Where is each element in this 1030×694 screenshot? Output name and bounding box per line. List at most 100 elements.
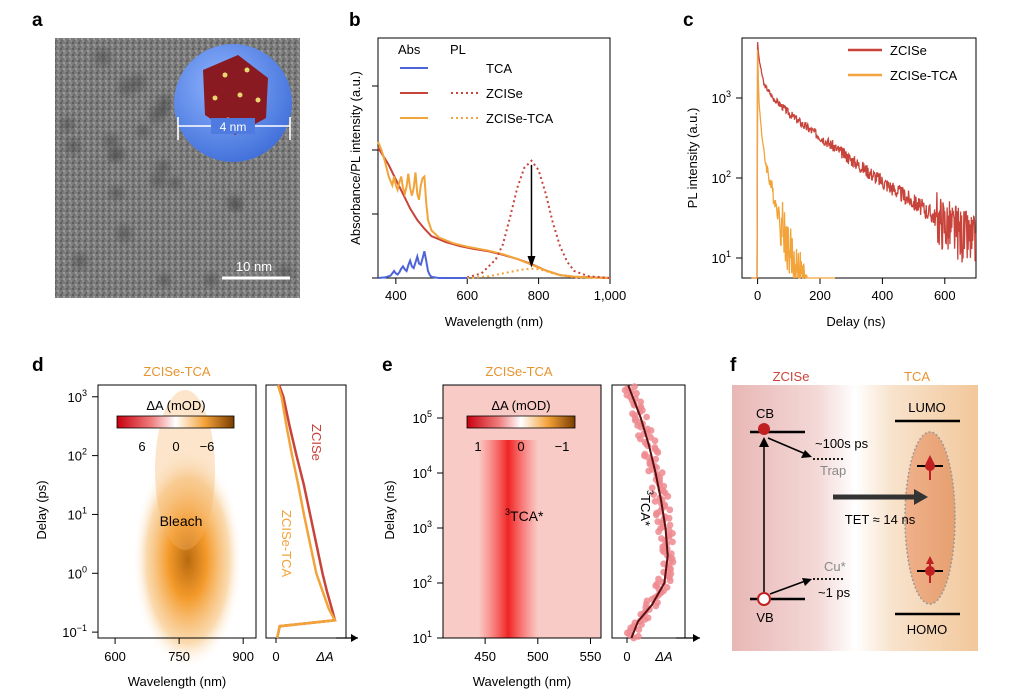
tem-image: 4 nm 10 nm [55,38,300,298]
f-lumo-label: LUMO [908,400,946,415]
c-legend-zcise: ZCISe [890,43,927,58]
ek-point [652,455,660,463]
e-triplet-band [478,440,539,638]
e-ytick-label: 105 [413,409,432,426]
ek-point [654,599,661,606]
d-bleach-label: Bleach [160,513,203,529]
ek-point [650,491,658,498]
b-xtick-label: 800 [528,288,550,303]
c-xlabel: Delay (ns) [826,314,885,329]
d-cbar-tick-0: 6 [138,439,145,454]
ek-point [651,444,659,451]
e-ylabel: Delay (ns) [382,480,397,539]
tem-particle [153,100,173,120]
nanocrystal-model: 4 nm [174,44,292,162]
tem-particle [133,121,153,141]
chart-c: 0 200 400 600 101 102 103 Delay (ns) PL intens… [685,37,977,329]
ek-point [635,432,642,439]
b-xtick-label: 600 [456,288,478,303]
e-annotation: 3TCA* [505,507,544,524]
tem-particle [89,44,116,71]
ek-point [631,383,638,391]
d-bleach-region [132,450,243,670]
ek-point [667,550,675,558]
tem-particle [57,114,78,135]
e-colorbar [466,415,576,429]
triplet-ellipse [904,431,956,605]
e-cbar-tick-2: −1 [555,439,570,454]
b-legend-abs-header: Abs [398,42,421,57]
e-ytick-label: 102 [413,574,432,591]
tem-particle [111,221,137,247]
panel-letter-a: a [32,10,43,31]
tem-particle [61,134,85,159]
ek-point [641,450,649,458]
b-legend-tca: TCA [486,61,512,76]
ek-point [665,526,673,534]
d-ytick-label: 102 [68,447,87,464]
dk-series-1 [275,384,337,639]
ek-point [651,498,659,505]
ek-annotation: 3TCA* [638,490,655,526]
e-cbar-tick-0: 1 [474,439,481,454]
dk-label-zcise: ZCISe [309,424,324,461]
b-xtick-label: 400 [385,288,407,303]
f-cb-label: CB [756,406,774,421]
tem-particle [68,249,92,273]
ek-point [666,506,674,514]
ek-fit-line [627,384,669,639]
f-trap-time: ~100s ps [815,436,869,451]
b-series-3 [466,159,611,279]
ek-point [648,484,656,492]
c-ytick-label: 102 [712,169,731,186]
d-cbar-tick-1: 0 [172,439,179,454]
chart-d: ZCISe-TCA 600 750 900 10−1 100 101 102 103 Blea… [34,364,257,689]
f-tet-label: TET ≈ 14 ns [845,512,916,527]
ek-point [629,410,636,418]
d-colorbar [116,415,235,429]
d-ylabel: Delay (ps) [34,480,49,539]
d-ytick-label: 103 [68,388,87,405]
d-ytick-label: 101 [68,505,87,522]
b-series-0 [377,251,468,279]
tem-particle [154,270,174,290]
energy-diagram: ZCISe TCA CB VB ~100s ps Trap Cu* ~1 ps … [732,369,978,651]
ek-point [643,413,650,421]
d-xtick-label: 750 [168,649,190,664]
c-ytick-label: 101 [712,249,731,266]
panel-letter-d: d [32,355,44,376]
tem-particle [272,260,298,286]
ek-point [643,597,651,605]
c-xtick-label: 0 [754,288,761,303]
b-xlabel: Wavelength (nm) [445,314,544,329]
chart-d-kinetics: 0 ΔA ZCISe ZCISe-TCA [265,384,358,664]
e-cbar-tick-1: 0 [517,439,524,454]
c-ytick-label: 103 [712,89,731,106]
dk-xlabel: ΔA [315,649,333,664]
ek-point [663,584,671,591]
b-series-4 [467,267,610,279]
f-homo-label: HOMO [907,622,947,637]
tem-particle [165,173,185,193]
d-title: ZCISe-TCA [143,364,211,379]
c-xtick-label: 200 [809,288,831,303]
ek-point [633,390,640,397]
e-ytick-label: 101 [413,629,432,646]
ek-xtick-0: 0 [623,649,630,664]
chart-b: 400 600 800 1,000 Wavelength (nm) Absorbanc… [348,37,626,329]
e-xtick-label: 550 [580,649,602,664]
ek-point [644,614,652,622]
e-xlabel: Wavelength (nm) [473,674,572,689]
f-tca-label: TCA [904,369,930,384]
tem-particle [105,182,127,204]
d-xtick-label: 900 [232,649,254,664]
ek-point [666,521,674,529]
tem-particle [200,269,222,291]
c-xtick-label: 400 [872,288,894,303]
panel-letter-c: c [683,10,694,31]
panel-letter-f: f [730,355,737,376]
ek-point [647,433,654,441]
panel-letter-e: e [382,355,393,376]
e-xtick-label: 450 [474,649,496,664]
panel-letter-b: b [349,10,361,31]
